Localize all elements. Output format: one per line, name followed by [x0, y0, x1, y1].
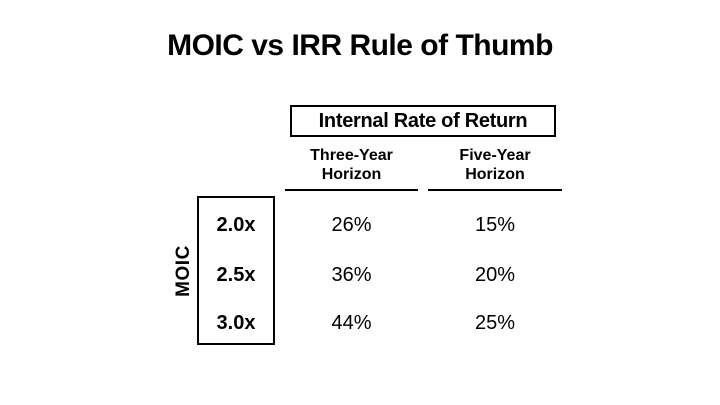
moic-row-labels-box	[197, 196, 275, 345]
row-label-moic-2-0x: 2.0x	[216, 214, 256, 236]
value-3-0x-five-year: 25%	[474, 312, 516, 334]
row-label-moic-3-0x: 3.0x	[216, 312, 256, 334]
slide-title: MOIC vs IRR Rule of Thumb	[167, 29, 553, 62]
moic-axis-label: MOIC	[173, 245, 194, 297]
value-2-0x-three-year: 26%	[331, 214, 372, 236]
row-label-moic-2-5x: 2.5x	[216, 264, 256, 286]
column-header-three-year-horizon: Three-Year Horizon	[285, 146, 418, 191]
irr-group-header-box: Internal Rate of Return	[290, 105, 556, 137]
value-2-5x-five-year: 20%	[474, 264, 516, 286]
value-2-0x-five-year: 15%	[474, 214, 516, 236]
value-2-5x-three-year: 36%	[331, 264, 372, 286]
value-3-0x-three-year: 44%	[331, 312, 372, 334]
column-header-five-year-horizon: Five-Year Horizon	[428, 146, 562, 191]
